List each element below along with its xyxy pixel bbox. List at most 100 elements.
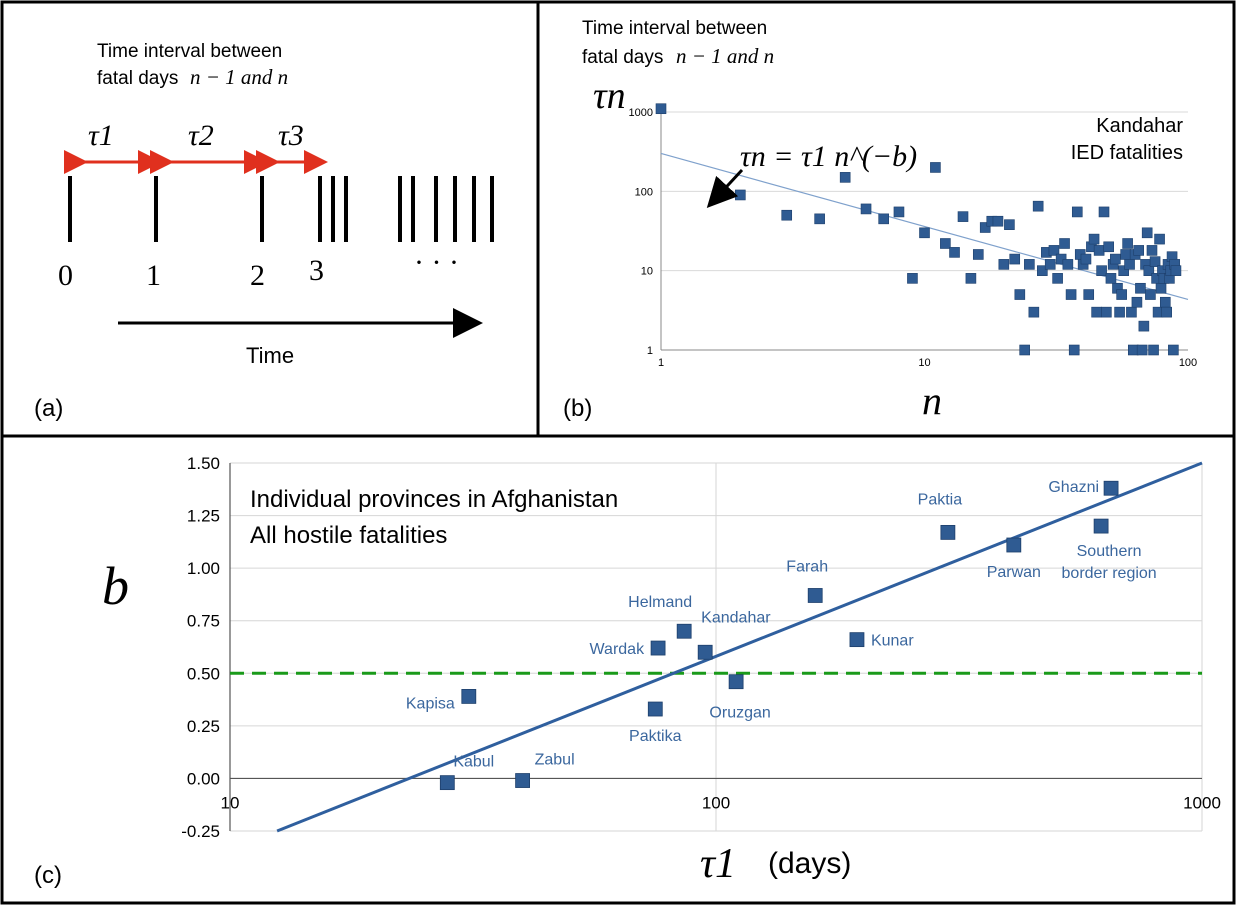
panel-b-marker	[893, 206, 905, 218]
panel-b-marker	[1141, 227, 1153, 239]
tick-label-0: 0	[58, 259, 73, 292]
panel-c-point-label: Farah	[786, 558, 828, 575]
panel-b-marker	[1110, 253, 1121, 265]
panel-c-point-label: Paktika	[629, 728, 682, 745]
panel-c-marker	[728, 674, 744, 690]
panel-b-label: (b)	[563, 395, 592, 422]
formula-pointer-arrow	[706, 168, 744, 209]
tick-label-3: 3	[309, 254, 324, 287]
panel-c-xlabel-symbol: τ1	[700, 841, 736, 887]
panel-c-point-label: border region	[1062, 565, 1157, 582]
tick-label-1: 1	[146, 259, 161, 292]
panel-b-marker	[979, 222, 991, 233]
panel-b-marker	[998, 259, 1010, 270]
panel-c-point-label: Kapisa	[406, 695, 455, 712]
panel-b-marker	[655, 103, 667, 115]
panel-c-point-label: Oruzgan	[709, 705, 770, 722]
panel-b-marker	[907, 273, 918, 284]
panel-b-header-line2-math: n − 1 and n	[676, 44, 774, 68]
panel-b-marker	[1065, 289, 1077, 300]
panel-c-point-label: Southern	[1077, 543, 1142, 560]
panel-b-marker	[1088, 233, 1100, 245]
panel-b-marker	[1126, 306, 1137, 318]
panel-b-marker	[1037, 265, 1048, 276]
panel-c-point-label: Paktia	[918, 491, 963, 508]
panel-c-y-tick-label: 1.25	[187, 507, 220, 526]
panel-a-label: (a)	[34, 395, 63, 422]
panel-b-marker	[1059, 238, 1070, 249]
panel-c-marker	[439, 775, 455, 791]
tau-2-label: τ2	[188, 119, 214, 152]
panel-b-marker	[1135, 282, 1146, 294]
panel-c-markers: Ghazni Paktia Southern border region Parwan F…	[406, 479, 1157, 791]
panel-c-marker	[1006, 537, 1022, 553]
panel-c-point-label: Parwan	[987, 564, 1041, 581]
panel-b-marker	[814, 213, 825, 225]
panel-b-marker	[1019, 344, 1030, 356]
panel-b-marker	[1028, 306, 1040, 318]
panel-b-marker	[1122, 238, 1133, 249]
panel-b-marker	[1114, 306, 1125, 318]
panel-b-header-line2-text: fatal days	[582, 47, 663, 68]
panel-c-y-tick-label: 0.50	[187, 664, 220, 683]
tau-3-label: τ3	[278, 119, 304, 152]
panel-b-marker	[1159, 296, 1171, 308]
panel-b-marker	[1136, 344, 1148, 356]
panel-b-marker	[1071, 206, 1083, 218]
panel-b-marker	[1048, 245, 1060, 256]
panel-b-markers	[655, 103, 1182, 356]
panel-b-marker	[1116, 289, 1127, 300]
panel-c-marker	[940, 524, 956, 540]
event-ticks	[68, 176, 494, 242]
panel-c-y-tick-label: 0.00	[187, 769, 220, 788]
panel-b-y-tick-label: 100	[635, 186, 653, 198]
panel-b-tick-labels: 1 10 100 1000 1 10 100	[629, 107, 1198, 369]
panel-b: Time interval between fatal days n − 1 a…	[563, 18, 1197, 423]
panel-b-marker	[878, 213, 889, 225]
tick-label-2: 2	[250, 259, 265, 292]
panel-c-marker	[647, 701, 663, 717]
panel-b-marker	[949, 247, 960, 258]
panel-c-x-tick-label: 100	[702, 793, 730, 812]
panel-b-marker	[1103, 241, 1114, 253]
panel-b-marker	[1124, 259, 1135, 270]
panel-b-marker	[1118, 265, 1129, 276]
panel-c-ylabel: b	[102, 556, 129, 616]
panel-c-xlabel-unit: (days)	[768, 847, 851, 880]
panel-c-marker	[697, 644, 713, 660]
panel-b-marker	[1091, 306, 1102, 318]
panel-b-marker	[940, 238, 951, 249]
panel-b-marker	[1154, 233, 1165, 245]
panel-b-marker	[1131, 296, 1143, 308]
panel-b-marker	[1055, 253, 1067, 265]
panel-b-marker	[930, 162, 941, 173]
panel-b-marker	[1093, 245, 1105, 256]
panel-b-marker	[957, 211, 969, 222]
panel-b-marker	[1052, 273, 1063, 284]
panel-c-point-label: Kabul	[453, 754, 494, 771]
panel-c-fit-line	[276, 461, 1203, 833]
panel-b-ylabel: τn	[593, 75, 626, 117]
panel-b-marker	[1105, 273, 1117, 284]
panel-c-point-label: Helmand	[628, 594, 692, 611]
panel-b-marker	[1133, 245, 1145, 256]
panel-b-marker	[839, 172, 851, 183]
panel-a: Time interval between fatal days n − 1 a…	[34, 41, 494, 422]
panel-c-y-tick-label: 0.75	[187, 612, 220, 631]
panel-c-annotation-line2: All hostile fatalities	[250, 522, 447, 549]
panel-c-y-tick-label: -0.25	[181, 822, 220, 841]
panel-b-marker	[1004, 219, 1015, 230]
panel-b-marker	[1062, 259, 1074, 270]
panel-b-marker	[1146, 245, 1158, 256]
panel-a-header-line2-math: n − 1 and n	[190, 65, 288, 89]
panel-b-marker	[992, 215, 1004, 227]
panel-b-marker	[1044, 259, 1056, 270]
ellipsis-label: · · ·	[414, 246, 459, 279]
panel-b-marker	[1120, 249, 1131, 260]
panel-b-marker	[1168, 344, 1179, 356]
panel-b-marker	[1127, 344, 1139, 356]
panel-b-marker	[781, 209, 793, 221]
